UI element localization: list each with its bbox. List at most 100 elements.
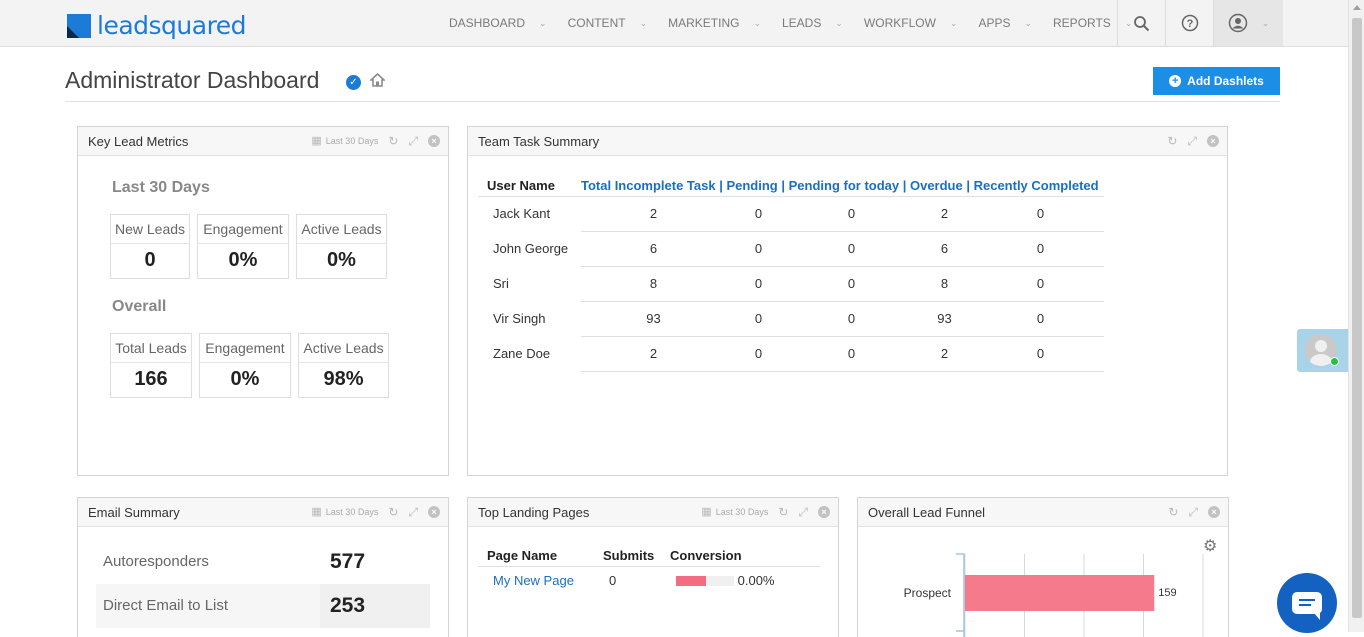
email-summary-row: Autoresponders 577: [96, 540, 430, 584]
overall-heading: Overall: [112, 298, 167, 315]
dashlet-tools: ▦ Last 30 Days ↻ ⤢ ×: [301, 134, 440, 148]
metric-label: Total Leads: [111, 334, 191, 363]
chevron-down-icon: ⌄: [949, 17, 958, 28]
close-icon[interactable]: ×: [1208, 506, 1220, 518]
funnel-value-label: 159: [1158, 587, 1176, 599]
calendar-icon[interactable]: ▦: [311, 506, 322, 518]
search-icon[interactable]: [1117, 0, 1165, 46]
calendar-icon[interactable]: ▦: [311, 135, 322, 147]
dashlet-tools: ↻ ⤢ ×: [1157, 134, 1219, 148]
table-row: Vir Singh 93 0 0 93 0: [478, 301, 1104, 337]
chat-widget-button[interactable]: [1277, 573, 1337, 633]
lead-funnel-chart: Prospect 159: [904, 553, 1204, 637]
scrollbar-thumb[interactable]: [1352, 18, 1362, 618]
column-pending-today-link[interactable]: Pending for today |: [788, 177, 910, 193]
table-row: Jack Kant 2 0 0 2 0: [478, 196, 1104, 232]
nav-leads[interactable]: LEADS ⌄: [771, 0, 853, 46]
page-scrollbar[interactable]: [1348, 0, 1364, 632]
refresh-icon[interactable]: ↻: [388, 505, 399, 519]
pending-cell: 0: [726, 301, 791, 337]
help-icon[interactable]: ?: [1165, 0, 1213, 46]
expand-icon[interactable]: ⤢: [1188, 505, 1198, 519]
close-icon[interactable]: ×: [1207, 135, 1219, 147]
table-row: John George 6 0 0 6 0: [478, 231, 1104, 267]
expand-icon[interactable]: ⤢: [1187, 134, 1197, 148]
dashlet-tools: ↻ ⤢ ×: [1158, 505, 1220, 519]
metric-label: Active Leads: [297, 215, 386, 244]
home-icon[interactable]: [368, 72, 387, 92]
nav-workflow[interactable]: WORKFLOW ⌄: [853, 0, 968, 46]
column-total-incomplete-link[interactable]: Total Incomplete Task |: [581, 177, 727, 193]
column-recently-completed-link[interactable]: Recently Completed: [973, 177, 1099, 193]
metric-overall-engagement: Engagement 0%: [199, 333, 291, 398]
table-row: Sri 8 0 0 8 0: [478, 266, 1104, 302]
nav-marketing[interactable]: MARKETING ⌄: [657, 0, 771, 46]
pending-cell: 0: [726, 231, 791, 267]
today-cell: 0: [791, 196, 912, 232]
refresh-icon[interactable]: ↻: [388, 134, 399, 148]
metric-value: 0%: [327, 249, 356, 271]
column-page-name: Page Name: [478, 546, 603, 567]
today-cell: 0: [791, 336, 912, 372]
email-row-value: 577: [330, 550, 366, 573]
expand-icon[interactable]: ⤢: [408, 134, 418, 148]
metric-engagement: Engagement 0%: [197, 214, 289, 279]
column-overdue-link[interactable]: Overdue |: [909, 177, 974, 193]
user-name-cell: Vir Singh: [493, 311, 546, 326]
user-name-cell: Sri: [493, 276, 509, 291]
close-icon[interactable]: ×: [818, 506, 830, 518]
close-icon[interactable]: ×: [428, 135, 440, 147]
pending-cell: 0: [726, 336, 791, 372]
dashlet-header: Overall Lead Funnel ↻ ⤢ ×: [858, 498, 1228, 527]
nav-label: REPORTS: [1053, 16, 1111, 30]
overall-lead-funnel-dashlet: Overall Lead Funnel ↻ ⤢ × ⚙ Prospect 159: [857, 497, 1229, 637]
date-range-label[interactable]: Last 30 Days: [325, 136, 379, 146]
metric-value: 98%: [323, 368, 364, 390]
completed-cell: 0: [977, 266, 1104, 302]
avatar-head: [1315, 340, 1327, 352]
metric-label: New Leads: [111, 215, 189, 244]
settings-gear-icon[interactable]: ⚙: [1203, 538, 1218, 555]
team-task-table: User Name Total Incomplete Task | Pendin…: [478, 175, 1104, 372]
date-range-label[interactable]: Last 30 Days: [715, 507, 769, 517]
metric-label: Engagement: [198, 215, 288, 244]
user-name-cell: Jack Kant: [493, 206, 551, 222]
user-account-icon[interactable]: ⌄: [1213, 0, 1283, 46]
nav-dashboard[interactable]: DASHBOARD ⌄: [438, 0, 557, 46]
nav-label: CONTENT: [567, 16, 626, 30]
nav-label: LEADS: [782, 16, 822, 30]
funnel-bar[interactable]: [965, 575, 1155, 611]
verified-check-icon: ✓: [346, 75, 361, 90]
email-row-label: Autoresponders: [103, 553, 209, 570]
email-row-label: Direct Email to List: [103, 597, 229, 614]
refresh-icon[interactable]: ↻: [1167, 134, 1178, 148]
leadsquared-logo[interactable]: leadsquared: [67, 11, 247, 40]
scroll-up-icon[interactable]: [1353, 5, 1361, 10]
add-dashlets-button[interactable]: + Add Dashlets: [1153, 67, 1280, 95]
nav-apps[interactable]: APPS ⌄: [967, 0, 1042, 46]
agent-presence-tab[interactable]: [1297, 329, 1348, 372]
nav-label: APPS: [978, 16, 1011, 30]
close-icon[interactable]: ×: [428, 506, 440, 518]
overdue-cell: 8: [912, 266, 977, 302]
plus-icon: +: [1169, 75, 1182, 87]
date-range-label[interactable]: Last 30 Days: [325, 507, 379, 517]
chevron-down-icon: ⌄: [1261, 17, 1270, 28]
column-pending-link[interactable]: Pending |: [726, 177, 789, 193]
refresh-icon[interactable]: ↻: [1168, 505, 1179, 519]
expand-icon[interactable]: ⤢: [798, 505, 808, 519]
overdue-cell: 2: [912, 196, 977, 232]
expand-icon[interactable]: ⤢: [408, 505, 418, 519]
calendar-icon[interactable]: ▦: [701, 506, 712, 518]
dashlet-title: Key Lead Metrics: [88, 134, 189, 149]
metric-value: 0%: [228, 249, 258, 271]
landing-page-link[interactable]: My New Page: [493, 572, 574, 588]
metric-value: 166: [134, 368, 168, 390]
column-user-name: User Name: [478, 175, 581, 197]
refresh-icon[interactable]: ↻: [778, 505, 789, 519]
overdue-cell: 6: [912, 231, 977, 267]
nav-reports[interactable]: REPORTS ⌄: [1042, 0, 1142, 46]
column-links-header: Total Incomplete Task | Pending | Pendin…: [581, 175, 1104, 197]
nav-content[interactable]: CONTENT ⌄: [557, 0, 658, 46]
value-cell-background: [320, 584, 430, 628]
